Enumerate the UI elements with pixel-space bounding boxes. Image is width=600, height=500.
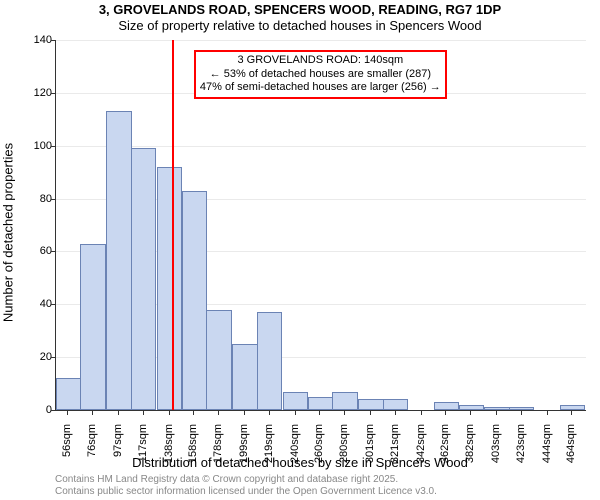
x-tick-label: 260sqm <box>313 424 325 464</box>
x-tick-label: 423sqm <box>515 424 527 464</box>
plot-area: 3 GROVELANDS ROAD: 140sqm← 53% of detach… <box>55 40 586 411</box>
bar <box>308 397 333 410</box>
x-tick-label: 464sqm <box>565 424 577 464</box>
x-tick-label: 240sqm <box>289 424 301 464</box>
x-tick-mark <box>118 411 119 415</box>
y-tick-mark <box>51 93 55 94</box>
x-tick-label: 280sqm <box>338 424 350 464</box>
x-tick-label: 444sqm <box>541 424 553 464</box>
y-tick-mark <box>51 357 55 358</box>
marker-line <box>172 40 174 410</box>
bar <box>484 407 509 410</box>
y-tick-label: 20 <box>12 351 52 363</box>
gridline <box>56 146 586 147</box>
x-tick-mark <box>169 411 170 415</box>
bar <box>157 167 182 410</box>
x-tick-label: 301sqm <box>364 424 376 464</box>
x-tick-label: 117sqm <box>137 424 149 464</box>
bar <box>560 405 585 410</box>
x-tick-mark <box>92 411 93 415</box>
x-tick-label: 342sqm <box>415 424 427 464</box>
y-tick-mark <box>51 40 55 41</box>
x-tick-label: 76sqm <box>86 424 98 464</box>
y-tick-label: 80 <box>12 193 52 205</box>
x-tick-mark <box>521 411 522 415</box>
bar <box>131 148 156 410</box>
x-tick-label: 382sqm <box>464 424 476 464</box>
x-tick-label: 178sqm <box>212 424 224 464</box>
x-tick-mark <box>421 411 422 415</box>
x-tick-label: 138sqm <box>163 424 175 464</box>
x-tick-label: 97sqm <box>112 424 124 464</box>
attribution-line-1: Contains HM Land Registry data © Crown c… <box>55 474 437 486</box>
bar <box>459 405 484 410</box>
annotation-box: 3 GROVELANDS ROAD: 140sqm← 53% of detach… <box>194 50 447 99</box>
y-tick-label: 60 <box>12 245 52 257</box>
bar <box>332 392 357 411</box>
x-tick-label: 199sqm <box>238 424 250 464</box>
x-tick-mark <box>244 411 245 415</box>
x-tick-label: 219sqm <box>263 424 275 464</box>
y-axis-label: Number of detached properties <box>1 143 16 322</box>
attribution-line-2: Contains public sector information licen… <box>55 486 437 498</box>
x-tick-mark <box>496 411 497 415</box>
x-tick-mark <box>269 411 270 415</box>
x-tick-mark <box>67 411 68 415</box>
x-tick-mark <box>470 411 471 415</box>
y-tick-label: 40 <box>12 298 52 310</box>
x-tick-mark <box>143 411 144 415</box>
bar <box>232 344 257 410</box>
y-tick-label: 140 <box>12 34 52 46</box>
bar <box>358 399 383 410</box>
gridline <box>56 40 586 41</box>
y-tick-mark <box>51 146 55 147</box>
x-tick-label: 56sqm <box>61 424 73 464</box>
chart-root: 3, GROVELANDS ROAD, SPENCERS WOOD, READI… <box>0 0 600 500</box>
bar <box>283 392 308 411</box>
bar <box>434 402 459 410</box>
annotation-line: 47% of semi-detached houses are larger (… <box>200 81 441 95</box>
x-tick-mark <box>571 411 572 415</box>
y-tick-mark <box>51 251 55 252</box>
x-tick-mark <box>344 411 345 415</box>
bar <box>80 244 105 411</box>
bar <box>383 399 408 410</box>
annotation-line: ← 53% of detached houses are smaller (28… <box>200 68 441 82</box>
x-tick-label: 158sqm <box>187 424 199 464</box>
x-tick-mark <box>445 411 446 415</box>
x-tick-mark <box>218 411 219 415</box>
bar <box>182 191 207 410</box>
bar <box>56 378 81 410</box>
y-tick-mark <box>51 304 55 305</box>
attribution: Contains HM Land Registry data © Crown c… <box>55 474 437 498</box>
y-tick-mark <box>51 410 55 411</box>
chart-title: 3, GROVELANDS ROAD, SPENCERS WOOD, READI… <box>0 2 600 18</box>
x-tick-label: 321sqm <box>389 424 401 464</box>
x-tick-label: 403sqm <box>490 424 502 464</box>
y-tick-label: 120 <box>12 87 52 99</box>
x-tick-label: 362sqm <box>439 424 451 464</box>
chart-subtitle: Size of property relative to detached ho… <box>0 18 600 33</box>
annotation-line: 3 GROVELANDS ROAD: 140sqm <box>200 54 441 68</box>
x-tick-mark <box>370 411 371 415</box>
bar <box>257 312 282 410</box>
y-tick-label: 0 <box>12 404 52 416</box>
y-tick-mark <box>51 199 55 200</box>
bar <box>206 310 231 410</box>
y-tick-label: 100 <box>12 140 52 152</box>
bar <box>106 111 131 410</box>
x-tick-mark <box>295 411 296 415</box>
bar <box>509 407 534 410</box>
x-tick-mark <box>395 411 396 415</box>
x-tick-mark <box>319 411 320 415</box>
x-tick-mark <box>193 411 194 415</box>
x-tick-mark <box>547 411 548 415</box>
